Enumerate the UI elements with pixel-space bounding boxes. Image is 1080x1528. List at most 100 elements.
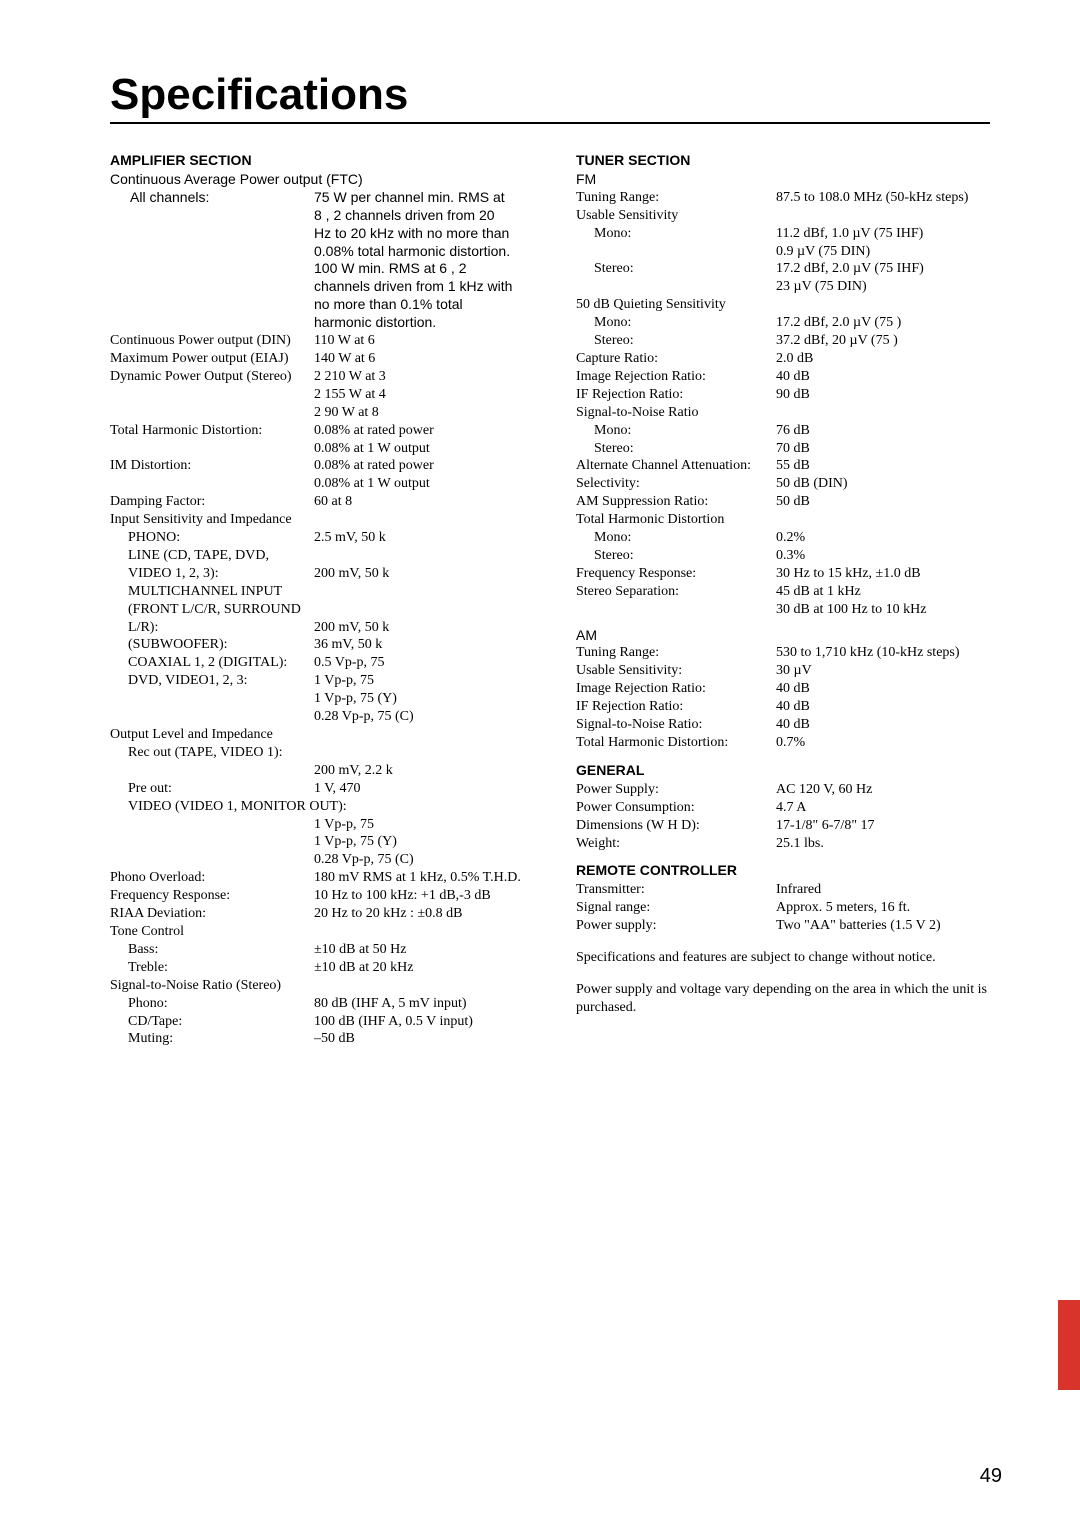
note-1: Specifications and features are subject … [576, 949, 1006, 967]
cap-v: 2.0 dB [776, 350, 1006, 368]
ams-l: AM Suppression Ratio: [576, 493, 776, 511]
fr-v: 10 Hz to 100 kHz: +1 dB,-3 dB [314, 887, 540, 905]
fthd-m-l: Mono: [576, 529, 776, 547]
treb-l: Treble: [110, 959, 314, 977]
vmon-v3: 0.28 Vp-p, 75 (C) [314, 851, 540, 869]
us-m-l: Mono: [576, 225, 776, 243]
ams-v: 50 dB [776, 493, 1006, 511]
dvd-v3: 0.28 Vp-p, 75 (C) [314, 708, 540, 726]
imd-v1: 0.08% at rated power [314, 457, 540, 475]
pov-v: 180 mV RMS at 1 kHz, 0.5% T.H.D. [314, 869, 540, 887]
remote-heading: REMOTE CONTROLLER [576, 862, 1006, 880]
phono-v: 2.5 mV, 50 k [314, 529, 540, 547]
sel-v: 50 dB (DIN) [776, 475, 1006, 493]
am-irr-l: Image Rejection Ratio: [576, 680, 776, 698]
irr-v: 40 dB [776, 368, 1006, 386]
fsnr-m-v: 76 dB [776, 422, 1006, 440]
fthd-m-v: 0.2% [776, 529, 1006, 547]
all-ch-v1: 75 W per channel min. RMS at [314, 189, 540, 207]
pre-v: 1 V, 470 [314, 780, 540, 798]
am-snr-v: 40 dB [776, 716, 1006, 734]
qs-m-v: 17.2 dBf, 2.0 µV (75 ) [776, 314, 1006, 332]
am-thd-l: Total Harmonic Distortion: [576, 734, 776, 752]
all-ch-v7: no more than 0.1% total [314, 296, 540, 314]
ps-l: Power Supply: [576, 781, 776, 799]
ffr-v: 30 Hz to 15 kHz, ±1.0 dB [776, 565, 1006, 583]
sr-v: Approx. 5 meters, 16 ft. [776, 899, 1006, 917]
fthd-heading: Total Harmonic Distortion [576, 511, 1006, 529]
dvd-l: DVD, VIDEO1, 2, 3: [110, 672, 314, 690]
am-snr-l: Signal-to-Noise Ratio: [576, 716, 776, 734]
fsnr-s-l: Stereo: [576, 440, 776, 458]
us-heading: Usable Sensitivity [576, 207, 1006, 225]
all-ch-v5: 100 W min. RMS at 6 , 2 [314, 260, 540, 278]
us-s-l: Stereo: [576, 260, 776, 278]
am-tr-v: 530 to 1,710 kHz (10-kHz steps) [776, 644, 1006, 662]
ifr-l: IF Rejection Ratio: [576, 386, 776, 404]
aca-l: Alternate Channel Attenuation: [576, 457, 776, 475]
am-us-v: 30 µV [776, 662, 1006, 680]
fm-heading: FM [576, 171, 1006, 189]
tx-l: Transmitter: [576, 881, 776, 899]
multi-l1: MULTICHANNEL INPUT [110, 583, 540, 601]
ssep-v1: 45 dB at 1 kHz [776, 583, 1006, 601]
cap-l: Capture Ratio: [576, 350, 776, 368]
vmon-v2: 1 Vp-p, 75 (Y) [314, 833, 540, 851]
bass-v: ±10 dB at 50 Hz [314, 941, 540, 959]
riaa-v: 20 Hz to 20 kHz : ±0.8 dB [314, 905, 540, 923]
fthd-s-v: 0.3% [776, 547, 1006, 565]
eiaj-l: Maximum Power output (EIAJ) [110, 350, 314, 368]
dpo-v2: 2 155 W at 4 [314, 386, 540, 404]
multi-l2: (FRONT L/C/R, SURROUND [110, 601, 540, 619]
ifr-v: 90 dB [776, 386, 1006, 404]
am-tr-l: Tuning Range: [576, 644, 776, 662]
multi-v: 200 mV, 50 k [314, 619, 540, 637]
am-thd-v: 0.7% [776, 734, 1006, 752]
ssep-l: Stereo Separation: [576, 583, 776, 601]
fsnr-heading: Signal-to-Noise Ratio [576, 404, 1006, 422]
din-v: 110 W at 6 [314, 332, 540, 350]
wt-l: Weight: [576, 835, 776, 853]
pov-l: Phono Overload: [110, 869, 314, 887]
dim-l: Dimensions (W H D): [576, 817, 776, 835]
am-us-l: Usable Sensitivity: [576, 662, 776, 680]
qs-s-v: 37.2 dBf, 20 µV (75 ) [776, 332, 1006, 350]
rps-l: Power supply: [576, 917, 776, 935]
cont-avg-heading: Continuous Average Power output (FTC) [110, 171, 540, 189]
fm-tr-l: Tuning Range: [576, 189, 776, 207]
all-ch-v8: harmonic distortion. [314, 314, 540, 332]
qs-heading: 50 dB Quieting Sensitivity [576, 296, 1006, 314]
tone-heading: Tone Control [110, 923, 540, 941]
qs-m-l: Mono: [576, 314, 776, 332]
damp-v: 60 at 8 [314, 493, 540, 511]
all-ch-v2: 8 , 2 channels driven from 20 [314, 207, 540, 225]
oli-heading: Output Level and Impedance [110, 726, 540, 744]
side-tab-icon [1058, 1300, 1080, 1390]
snr-cd-l: CD/Tape: [110, 1013, 314, 1031]
mut-l: Muting: [110, 1030, 314, 1048]
coax-v: 0.5 Vp-p, 75 [314, 654, 540, 672]
thd-v1: 0.08% at rated power [314, 422, 540, 440]
coax-l: COAXIAL 1, 2 (DIGITAL): [110, 654, 314, 672]
qs-s-l: Stereo: [576, 332, 776, 350]
page-number: 49 [980, 1465, 1002, 1488]
dpo-v1: 2 210 W at 3 [314, 368, 540, 386]
fr-l: Frequency Response: [110, 887, 314, 905]
fthd-s-l: Stereo: [576, 547, 776, 565]
vmon-l: VIDEO (VIDEO 1, MONITOR OUT): [110, 798, 540, 816]
ssep-v2: 30 dB at 100 Hz to 10 kHz [776, 601, 1006, 619]
fsnr-s-v: 70 dB [776, 440, 1006, 458]
sub-l: (SUBWOOFER): [110, 636, 314, 654]
all-ch-v4: 0.08% total harmonic distortion. [314, 243, 540, 261]
left-column: AMPLIFIER SECTION Continuous Average Pow… [110, 152, 540, 1048]
isi-heading: Input Sensitivity and Impedance [110, 511, 540, 529]
thd-v2: 0.08% at 1 W output [314, 440, 540, 458]
amp-heading: AMPLIFIER SECTION [110, 152, 540, 170]
ffr-l: Frequency Response: [576, 565, 776, 583]
phono-l: PHONO: [110, 529, 314, 547]
wt-v: 25.1 lbs. [776, 835, 1006, 853]
all-ch-v3: Hz to 20 kHz with no more than [314, 225, 540, 243]
us-s-v2: 23 µV (75 DIN) [776, 278, 1006, 296]
pc-v: 4.7 A [776, 799, 1006, 817]
eiaj-v: 140 W at 6 [314, 350, 540, 368]
